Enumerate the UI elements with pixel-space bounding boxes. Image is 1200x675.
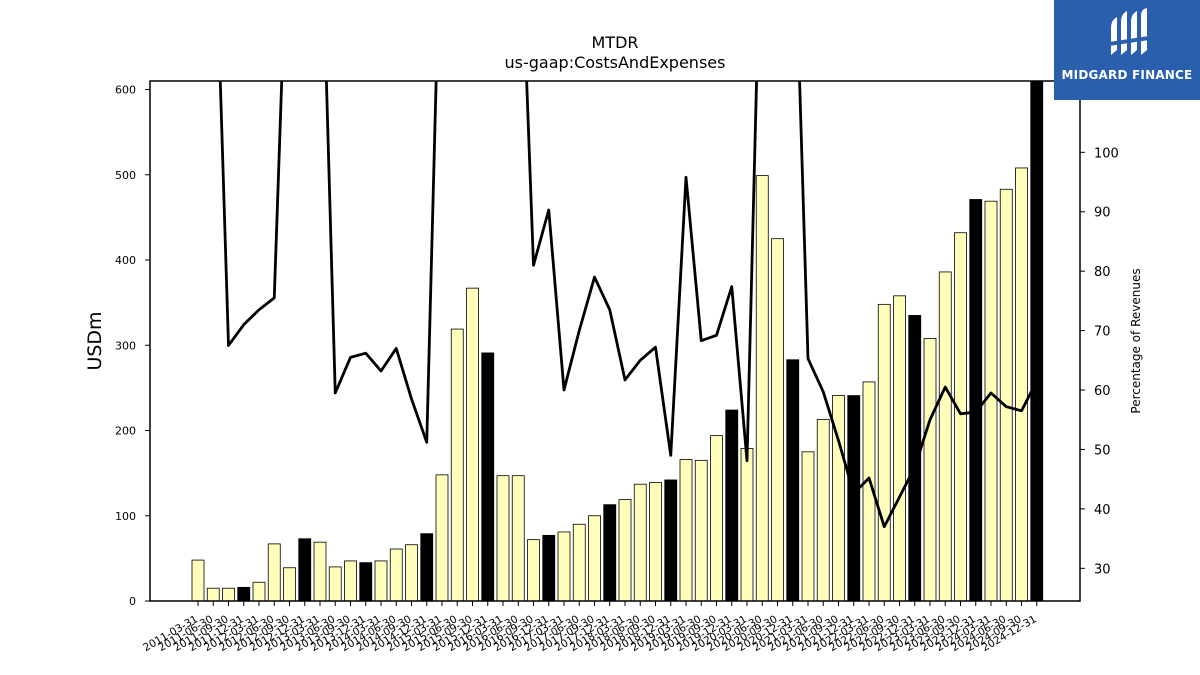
x-axis: 2011-03-312011-06-302011-09-302011-12-31… (141, 601, 1039, 654)
bar (801, 451, 815, 602)
chart-subtitle: us-gaap:CostsAndExpenses (505, 53, 726, 72)
bar (725, 409, 739, 602)
bar (588, 515, 601, 602)
bar (694, 459, 708, 602)
y2-axis-label: Percentage of Revenues (1129, 268, 1143, 413)
bar (847, 395, 861, 602)
bar (603, 504, 617, 602)
bar (496, 475, 510, 602)
bar (344, 560, 357, 602)
bar (740, 448, 754, 602)
bar (664, 479, 678, 602)
plot-frame (149, 80, 1081, 602)
bar (633, 483, 647, 602)
bar (359, 562, 373, 602)
bar (313, 541, 327, 602)
bar (954, 232, 967, 602)
y2-tick-label: 50 (1094, 443, 1111, 458)
brand-name: MIDGARD FINANCE (1061, 68, 1193, 82)
y2-tick-label: 90 (1094, 206, 1111, 221)
y2-tick-label: 30 (1094, 562, 1111, 577)
percentage-line (218, 81, 1038, 529)
bar (1030, 80, 1044, 602)
bar (877, 303, 891, 602)
bar (374, 560, 388, 602)
bar (572, 523, 586, 602)
bar (755, 175, 769, 602)
chart-title: MTDR (591, 33, 638, 52)
bar (283, 567, 296, 602)
y-tick-label: 100 (115, 510, 136, 523)
bar (450, 328, 464, 602)
y2-tick-label: 80 (1094, 265, 1111, 280)
bar (679, 459, 693, 602)
bar (969, 199, 983, 602)
bar (923, 338, 937, 602)
bar (206, 587, 220, 602)
bar (771, 238, 784, 602)
midgard-logo-icon (1109, 8, 1149, 55)
bar (542, 534, 556, 602)
bar (389, 548, 403, 602)
bar (649, 482, 662, 602)
bar (1015, 167, 1028, 602)
bar (222, 587, 235, 602)
bar (999, 188, 1013, 602)
bar (527, 539, 540, 602)
bar (786, 359, 800, 602)
y-axis-label: USDm (84, 311, 106, 370)
bar (298, 538, 312, 602)
y-axis-left: 0 100 200 300 400 500 600 (115, 84, 150, 608)
bar (893, 295, 906, 602)
y2-tick-label: 100 (1094, 146, 1119, 161)
bar (710, 435, 723, 602)
bar (191, 559, 205, 602)
y2-tick-label: 40 (1094, 503, 1111, 518)
bar (984, 200, 998, 602)
y-tick-label: 200 (115, 425, 136, 438)
y2-tick-label: 70 (1094, 325, 1111, 340)
bar (267, 543, 281, 602)
bar (938, 271, 952, 602)
bar (252, 581, 266, 602)
y-tick-label: 0 (129, 595, 136, 608)
y-tick-label: 500 (115, 169, 136, 182)
bar (816, 419, 830, 602)
y2-tick-label: 60 (1094, 384, 1111, 399)
line-series (218, 81, 1038, 529)
y-axis-right: 30405060708090100110 (1080, 87, 1119, 577)
y-tick-label: 400 (115, 254, 136, 267)
bar (618, 499, 632, 602)
bar (328, 566, 342, 602)
bar (420, 533, 434, 602)
y-tick-label: 600 (115, 84, 136, 97)
brand-logo: MIDGARD FINANCE (1054, 0, 1200, 100)
bar (511, 475, 525, 602)
bar (466, 287, 479, 602)
bar (481, 352, 495, 602)
bar (405, 544, 418, 602)
bar (435, 474, 449, 602)
bar (557, 531, 571, 602)
y-tick-label: 300 (115, 339, 136, 352)
bar (237, 586, 251, 602)
